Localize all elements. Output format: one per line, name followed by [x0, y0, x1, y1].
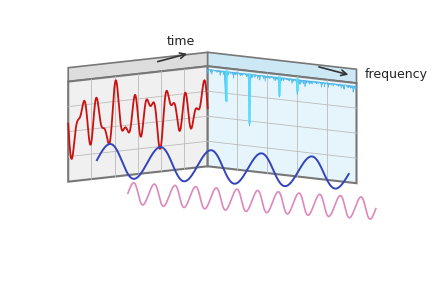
- Text: frequency: frequency: [364, 68, 427, 81]
- Polygon shape: [208, 69, 356, 126]
- Polygon shape: [68, 52, 208, 81]
- Polygon shape: [68, 66, 208, 182]
- Polygon shape: [208, 66, 356, 183]
- Polygon shape: [208, 52, 356, 83]
- Text: time: time: [167, 35, 195, 49]
